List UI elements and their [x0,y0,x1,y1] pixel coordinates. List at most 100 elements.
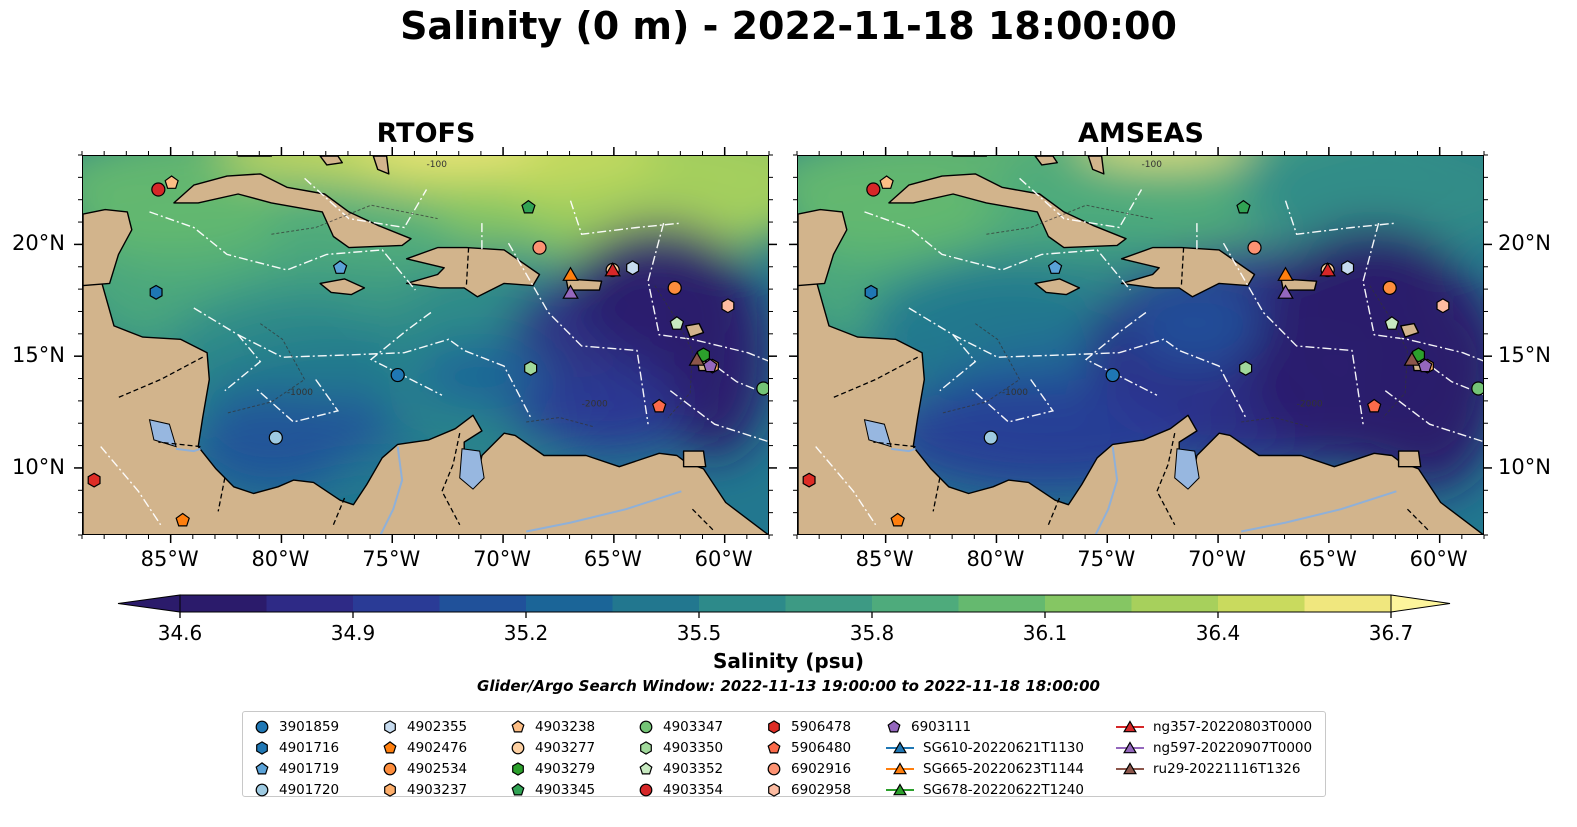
lon-tick-label: 65°W [1298,547,1357,571]
legend-label: 4902534 [407,760,468,777]
float-marker [864,284,878,300]
legend-label: 4903354 [663,781,724,798]
legend-marker-icon [384,782,396,797]
float-4903352 [1384,316,1400,330]
legend-hexagon [640,740,652,755]
legend-marker-icon [1116,740,1144,753]
colorbar-tick-label: 34.6 [157,621,203,645]
lon-tick-label: 65°W [583,547,642,571]
colorbar-tick-label: 35.5 [676,621,722,645]
lon-tick-label: 60°W [694,547,753,571]
legend-entry: 4903350 [637,737,723,758]
legend-entry: 4903237 [381,779,467,800]
legend-label: ng597-20220907T0000 [1153,739,1313,756]
legend-marker-icon [256,740,268,755]
glider-marker [562,284,579,299]
float-4903354 [151,182,166,197]
colorbar-label: Salinity (psu) [712,649,864,673]
legend-hexagon [256,740,268,755]
float-marker [1366,398,1382,413]
float-marker [332,260,348,274]
legend-entry: 5906480 [765,737,851,758]
float-3901859 [390,367,405,383]
legend-label: 4902355 [407,718,468,735]
legend-pentagon [383,740,397,753]
contour-label: -100 [427,160,448,170]
float-marker [87,472,101,488]
float-marker [721,298,735,314]
legend-marker-icon [384,719,396,734]
land [83,156,768,534]
legend-column: 5906478 5906480 6902916 6902958 [765,716,851,800]
float-4903347 [756,381,768,396]
argo-floats [87,175,768,527]
glider-marker [1277,266,1294,281]
float-4903345 [521,199,536,214]
glider-ng597-20220907T0000 [1277,284,1294,299]
legend-marker-icon [767,740,781,753]
float-4902534 [1382,280,1397,295]
legend-entry: SG665-20220623T1144 [885,758,1084,779]
legend-column: 4903347 4903350 4903352 4903354 [637,716,723,800]
legend-entry: 4901716 [253,737,339,758]
legend-entry: 4903352 [637,758,723,779]
legend-marker-icon [768,782,780,797]
legend-triangle [893,782,907,795]
colorbar-extend-high [1390,594,1451,613]
legend-entry: 6902916 [765,758,851,779]
legend-column: 4903238 4903277 4903279 4903345 [509,716,595,800]
legend-triangle [893,740,907,753]
float-marker [1236,199,1251,214]
float-4903352 [669,316,685,330]
legend-pentagon [767,740,781,753]
lat-tick-label: 15°N [1498,343,1551,368]
colorbar-tick-label: 36.4 [1195,621,1241,645]
colorbar-segment [785,595,873,612]
eez-boundaries [815,177,1483,526]
glider-marker [604,261,621,277]
float-marker [1341,260,1355,276]
float-4901719 [332,260,348,274]
contour-label: -1000 [287,388,313,398]
legend-label: 5906478 [791,718,852,735]
legend-label: 5906480 [791,739,852,756]
legend-label: 4903238 [535,718,596,735]
legend-label: 4903279 [535,760,596,777]
legend-label: 4901716 [279,739,340,756]
float-6903111 [702,358,718,373]
legend-marker-icon [639,783,653,796]
float-5906480 [651,398,667,413]
float-marker [1105,367,1120,383]
colorbar-segment [872,595,959,612]
amseas-map: -100 -1000 -2000 [797,155,1484,535]
legend-triangle [893,761,907,774]
legend-entry: 4901720 [253,779,339,800]
bathymetry-contours: -100 -1000 -2000 [941,160,1408,427]
legend-entry: 4903354 [637,779,723,800]
lon-tick-label: 80°W [251,547,310,571]
legend-label: ru29-20221116T1326 [1153,760,1301,777]
legend-label: 4903345 [535,781,596,798]
legend: 3901859 4901716 4901719 4901720 4902355 49024… [242,711,1326,800]
float-marker [1247,240,1262,255]
float-marker [390,367,405,383]
legend-entry: SG610-20220621T1130 [885,737,1084,758]
contour-label: -2000 [582,399,608,409]
float-marker [983,430,998,445]
legend-pentagon [511,719,525,732]
float-marker [1047,260,1063,274]
lon-tick-label: 75°W [362,547,421,571]
contour-label: -2000 [1297,399,1323,409]
legend-marker-icon [255,720,269,733]
float-marker [164,175,179,189]
legend-marker-icon [255,783,269,796]
legend-label: 4901720 [279,781,340,798]
legend-entry: 4901719 [253,758,339,779]
legend-marker-icon [383,740,397,753]
colorbar-segment [1045,595,1132,612]
gliders [1277,261,1421,366]
glider-marker [1277,284,1294,299]
panel-title-amseas: AMSEAS [1078,118,1204,149]
float-marker [626,260,640,276]
float-5906478 [87,472,101,488]
